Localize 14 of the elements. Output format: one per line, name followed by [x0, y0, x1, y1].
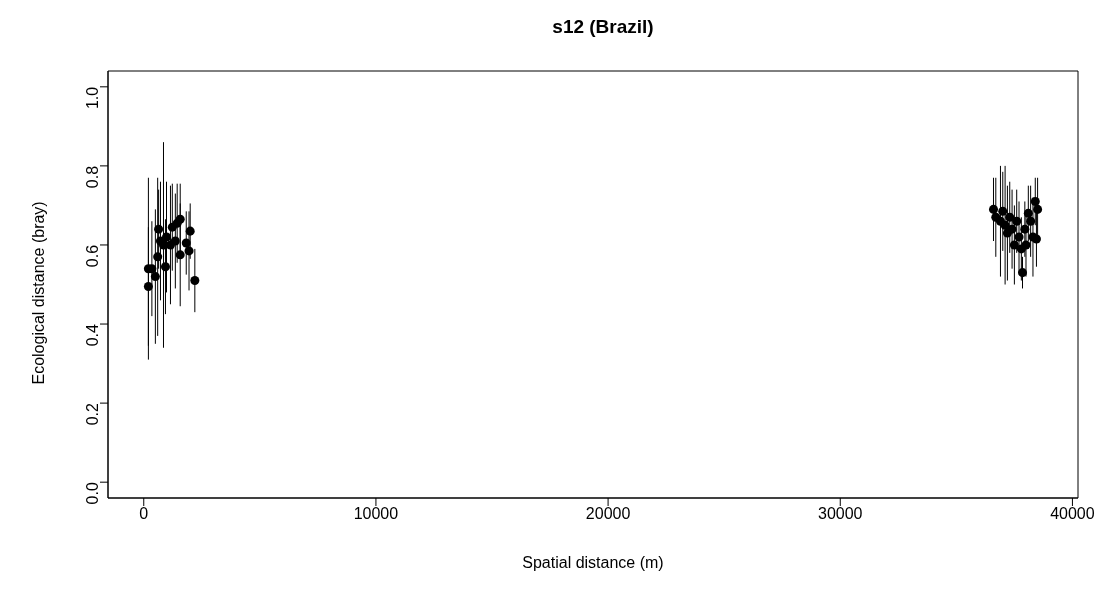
y-tick-label: 0.2: [83, 403, 101, 426]
x-tick-label: 20000: [585, 505, 631, 523]
x-tick-label: 40000: [1050, 505, 1095, 523]
x-tick-label: 30000: [818, 505, 863, 523]
chart-title: s12 (Brazil): [551, 15, 655, 39]
y-tick-label: 0.6: [83, 244, 101, 268]
y-tick-label: 0.8: [83, 165, 101, 189]
y-tick-label: 0.4: [83, 323, 101, 347]
y-tick-label: 1.0: [83, 86, 101, 110]
x-tick-label: 0: [139, 505, 149, 523]
y-axis-title: Ecological distance (bray): [29, 201, 47, 385]
y-tick-label: 0.0: [83, 482, 101, 505]
x-tick-label: 10000: [353, 505, 399, 523]
x-axis-title: Spatial distance (m): [522, 554, 664, 571]
